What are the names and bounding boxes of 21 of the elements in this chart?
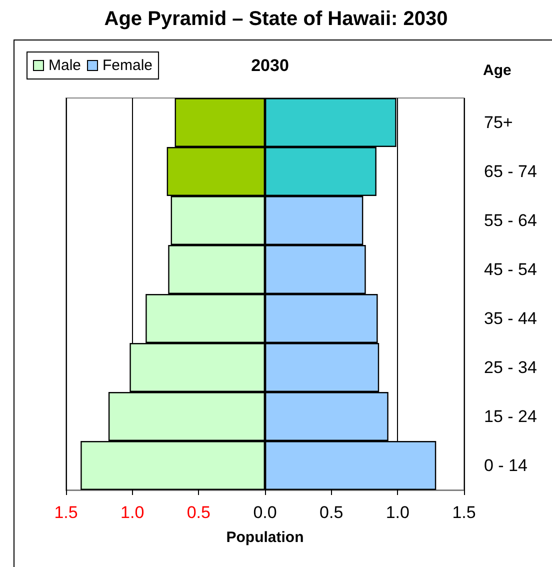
y-tick-label: 65 - 74 xyxy=(484,162,537,181)
x-tick-label: 1.5 xyxy=(452,503,476,522)
x-tick-label: 1.0 xyxy=(120,503,144,522)
y-tick-label: 75+ xyxy=(484,113,513,132)
x-axis-title: Population xyxy=(226,529,304,546)
x-tick-label: 0.5 xyxy=(186,503,210,522)
x-tick-label: 0.5 xyxy=(320,503,344,522)
legend-label: Female xyxy=(102,57,153,74)
x-tick-label: 0.0 xyxy=(253,503,277,522)
y-tick-label: 0 - 14 xyxy=(484,456,528,475)
y-tick-label: 15 - 24 xyxy=(484,407,537,426)
x-tick-label: 1.5 xyxy=(54,503,78,522)
y-tick-label: 35 - 44 xyxy=(484,309,537,328)
chart-title: Age Pyramid – State of Hawaii: 2030 xyxy=(104,8,448,30)
chart-subtitle: 2030 xyxy=(251,56,289,75)
y-tick-label: 25 - 34 xyxy=(484,358,537,377)
y-tick-label: 45 - 54 xyxy=(484,260,537,279)
x-tick-label: 1.0 xyxy=(386,503,410,522)
legend-label: Male xyxy=(48,57,82,74)
y-tick-label: 55 - 64 xyxy=(484,211,537,230)
y-axis-title: Age xyxy=(483,62,512,79)
